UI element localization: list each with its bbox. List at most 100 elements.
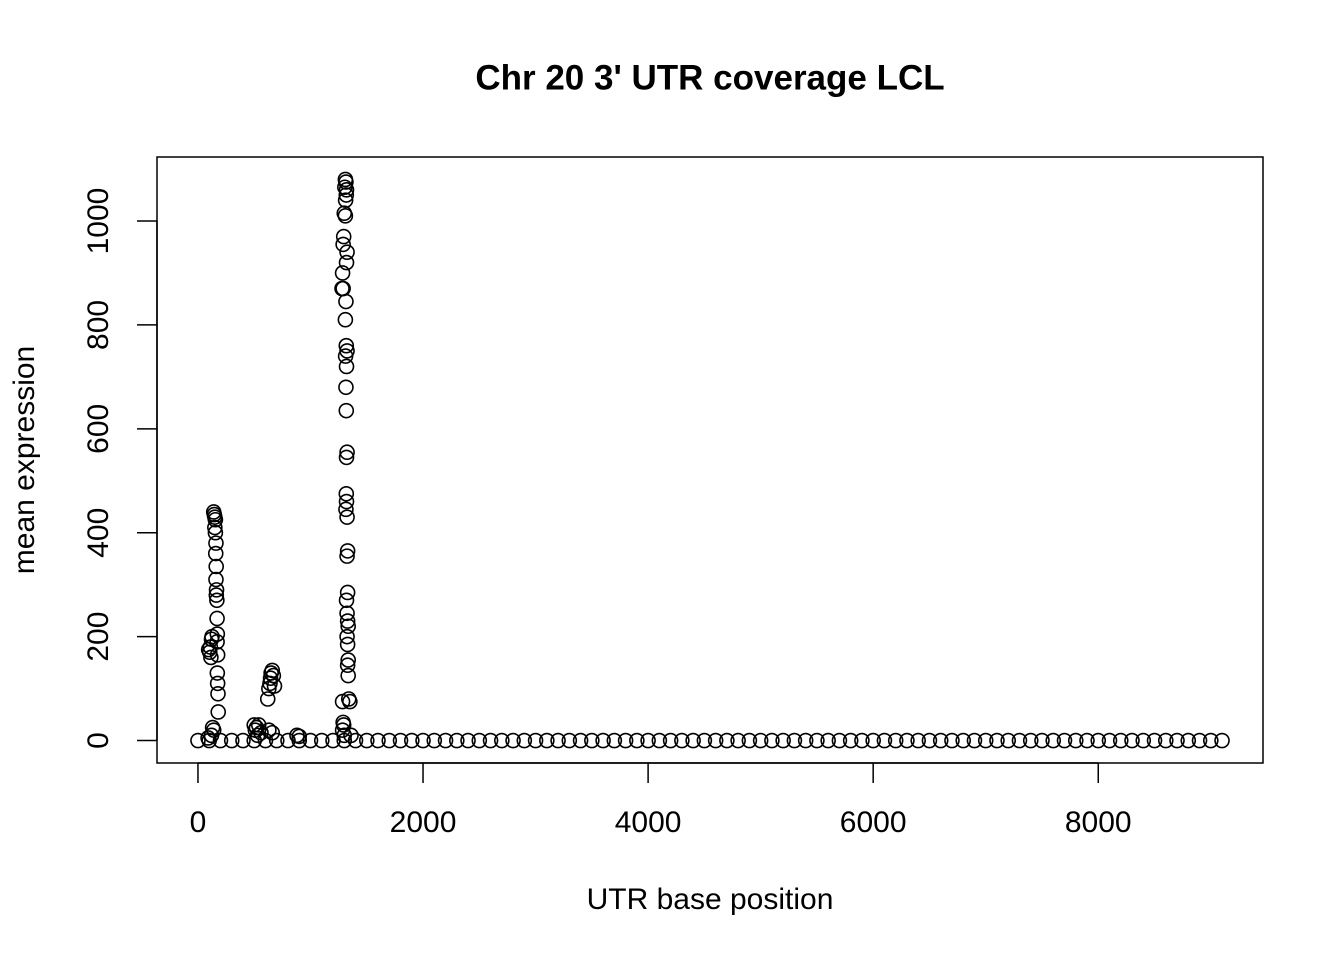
point: [338, 501, 354, 518]
point: [752, 732, 769, 749]
point: [207, 519, 223, 536]
point: [339, 636, 356, 653]
point: [339, 543, 356, 559]
point: [775, 732, 791, 749]
point: [340, 652, 356, 668]
point: [337, 348, 354, 364]
point: [268, 732, 285, 749]
point: [207, 545, 224, 562]
point: [1180, 732, 1197, 749]
chart-title: Chr 20 3' UTR coverage LCL: [475, 58, 944, 97]
point: [208, 587, 225, 603]
point: [335, 228, 352, 245]
point: [338, 402, 355, 419]
y-tick-label: 600: [82, 404, 115, 454]
point: [685, 732, 701, 749]
point: [403, 732, 420, 749]
x-tick-label: 0: [190, 806, 207, 839]
point: [1157, 732, 1174, 749]
point: [335, 236, 351, 253]
point: [595, 732, 611, 749]
point: [1079, 732, 1095, 749]
point: [944, 732, 960, 749]
point: [392, 732, 409, 749]
point: [334, 265, 351, 281]
point: [338, 187, 355, 203]
point: [208, 535, 224, 551]
point: [335, 280, 351, 297]
point: [339, 605, 355, 622]
point: [266, 678, 283, 694]
x-tick-label: 4000: [615, 806, 682, 839]
point: [865, 732, 881, 749]
point: [809, 732, 825, 749]
y-tick-label: 0: [82, 732, 115, 749]
x-tick-label: 8000: [1065, 806, 1132, 839]
point: [606, 732, 623, 749]
point: [339, 613, 356, 629]
point: [381, 732, 398, 749]
point: [516, 732, 533, 749]
point: [339, 548, 355, 564]
point: [415, 732, 431, 749]
y-tick-label: 200: [82, 612, 115, 662]
point: [337, 311, 354, 328]
point: [640, 732, 656, 749]
point: [337, 192, 354, 209]
point: [210, 685, 226, 702]
point: [629, 732, 645, 749]
point: [261, 722, 277, 738]
y-axis-label: mean expression: [8, 346, 41, 574]
point: [1034, 732, 1050, 749]
point: [921, 732, 938, 749]
point: [340, 667, 356, 684]
point: [1045, 732, 1062, 749]
point: [208, 571, 224, 588]
point: [358, 732, 375, 749]
point: [339, 444, 355, 461]
plot-frame: [156, 156, 1264, 764]
point: [338, 493, 355, 510]
point: [207, 511, 224, 528]
point: [339, 657, 356, 674]
point: [207, 524, 224, 541]
point: [460, 732, 476, 749]
y-tick-label: 400: [82, 508, 115, 558]
point: [338, 182, 355, 198]
point: [347, 732, 364, 749]
point: [1090, 732, 1107, 749]
point: [1112, 732, 1129, 749]
point: [338, 449, 355, 466]
point: [1000, 732, 1017, 749]
point: [820, 732, 836, 749]
point: [842, 732, 859, 749]
point: [265, 667, 282, 684]
point: [1124, 732, 1140, 749]
point: [338, 592, 355, 609]
point: [338, 485, 355, 502]
point: [730, 732, 746, 749]
point: [1191, 732, 1208, 749]
point: [339, 509, 355, 525]
point: [797, 732, 814, 749]
point: [264, 662, 281, 679]
point: [448, 732, 465, 749]
point: [674, 732, 690, 749]
point: [370, 732, 386, 749]
point: [340, 618, 356, 635]
point: [338, 337, 355, 354]
point: [1202, 732, 1219, 749]
point: [291, 732, 308, 749]
point: [1169, 732, 1185, 749]
point: [203, 649, 219, 666]
point: [887, 732, 904, 749]
point: [910, 732, 926, 749]
point: [572, 732, 589, 749]
point: [338, 254, 355, 271]
point: [246, 732, 263, 749]
point: [662, 732, 679, 749]
point: [339, 628, 355, 645]
point: [876, 732, 893, 749]
point: [651, 732, 668, 749]
